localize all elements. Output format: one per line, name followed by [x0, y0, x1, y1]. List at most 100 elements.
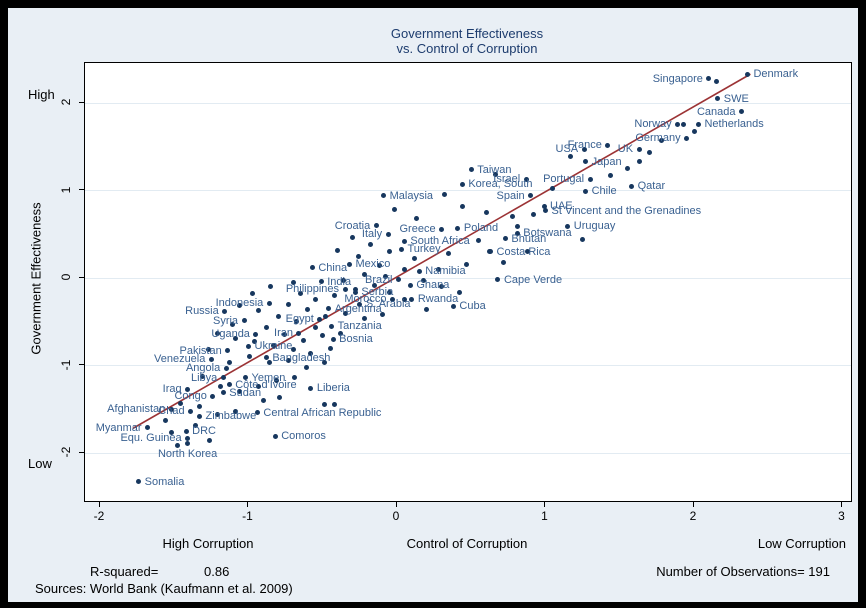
- point-label: Egypt: [285, 313, 314, 326]
- data-point: [168, 406, 174, 412]
- point-label: Italy: [361, 228, 383, 241]
- data-point: [476, 237, 482, 243]
- data-point: [254, 410, 260, 416]
- point-label: Liberia: [316, 382, 350, 395]
- data-point: [277, 395, 283, 401]
- data-point: [250, 291, 256, 297]
- point-label: Chad: [158, 405, 185, 417]
- data-point: [332, 401, 338, 407]
- data-point: [266, 360, 272, 366]
- data-point: [281, 331, 287, 337]
- point-label: Cuba: [459, 300, 486, 312]
- point-label: Rwanda: [417, 293, 459, 305]
- point-label: St Vincent and the Grenadines: [551, 204, 702, 217]
- x-tick-mark: [395, 502, 397, 507]
- data-point: [185, 440, 191, 446]
- data-point: [305, 307, 311, 312]
- data-point: [185, 386, 191, 392]
- data-point: [225, 348, 231, 354]
- x-tick-mark: [247, 502, 248, 507]
- data-point: [459, 203, 465, 209]
- data-point: [338, 330, 344, 336]
- data-point: [514, 223, 520, 229]
- x-tick-label: 0: [392, 509, 400, 523]
- x-axis-low-corruption-label: Low Corruption: [757, 536, 846, 551]
- data-point: [256, 384, 262, 389]
- y-tick-mark: [79, 451, 84, 453]
- point-label: Uruguay: [573, 220, 616, 233]
- point-label: Afghanistan: [107, 403, 166, 416]
- data-point: [514, 230, 520, 236]
- point-label: Cape Verde: [503, 273, 563, 286]
- point-label: Canada: [696, 105, 736, 118]
- y-tick-label: 2: [59, 98, 73, 106]
- data-point: [168, 430, 174, 436]
- point-label: Costa Rica: [496, 245, 551, 258]
- data-point: [401, 266, 407, 272]
- data-point: [391, 207, 397, 213]
- gridline-y--1: [85, 365, 851, 366]
- data-point: [401, 296, 407, 302]
- data-point: [387, 249, 393, 255]
- data-point: [398, 246, 404, 252]
- x-tick-label: 3: [838, 509, 845, 523]
- data-point: [286, 357, 292, 363]
- data-point: [361, 272, 367, 277]
- data-point: [196, 404, 202, 410]
- data-point: [379, 312, 385, 318]
- data-point: [355, 253, 361, 259]
- point-label: UAE: [550, 200, 573, 213]
- point-label: Israel: [493, 173, 521, 186]
- data-point: [308, 385, 314, 391]
- data-point: [241, 318, 247, 324]
- point-label: Tanzania: [337, 320, 382, 333]
- point-label: Netherlands: [704, 118, 764, 130]
- data-point: [492, 172, 498, 178]
- data-point: [341, 278, 347, 284]
- data-point: [583, 159, 589, 165]
- point-label: Zimbabwe: [205, 410, 257, 423]
- data-point: [468, 167, 474, 172]
- point-label: Myanmar: [95, 421, 142, 434]
- data-point: [675, 121, 681, 127]
- x-axis-high-corruption-label: High Corruption: [162, 536, 254, 551]
- data-point: [407, 282, 413, 288]
- data-point: [226, 360, 232, 366]
- data-point: [275, 314, 281, 319]
- point-label: Serbia: [361, 286, 394, 298]
- point-label: Morocco: [344, 293, 387, 305]
- data-point: [192, 423, 198, 429]
- data-point: [367, 242, 373, 248]
- source-note: Sources: World Bank (Kaufmann et al. 200…: [35, 581, 293, 596]
- chart-title-line2: vs. Control of Corruption: [396, 41, 538, 56]
- data-point: [296, 330, 302, 336]
- data-point: [715, 96, 721, 102]
- data-point: [327, 345, 333, 351]
- point-label: Germany: [635, 132, 681, 144]
- data-point: [739, 109, 745, 115]
- chart-title-line1: Government Effectiveness: [390, 26, 544, 41]
- data-point: [681, 121, 687, 127]
- data-point: [624, 166, 630, 172]
- data-point: [329, 323, 335, 329]
- point-label: UK: [617, 143, 634, 156]
- data-point: [196, 413, 202, 419]
- data-point: [442, 192, 448, 198]
- data-point: [450, 303, 456, 309]
- y-tick-label: 0: [59, 273, 73, 281]
- data-point: [523, 176, 529, 182]
- data-point: [177, 400, 183, 406]
- plot-area: Denmark Singapore SWE Canada Netherlands Norw…: [84, 62, 852, 502]
- data-point: [210, 393, 216, 399]
- point-label: Norway: [634, 118, 672, 130]
- data-point: [464, 261, 470, 267]
- data-point: [207, 438, 213, 444]
- r-squared-label: R-squared=: [90, 564, 159, 579]
- data-point: [541, 203, 547, 209]
- data-point: [706, 76, 712, 81]
- data-point: [309, 265, 315, 270]
- point-label: Bosnia: [339, 333, 373, 346]
- data-point: [421, 278, 427, 284]
- y-tick-label: -2: [59, 446, 73, 458]
- observations-value: 191: [808, 564, 830, 579]
